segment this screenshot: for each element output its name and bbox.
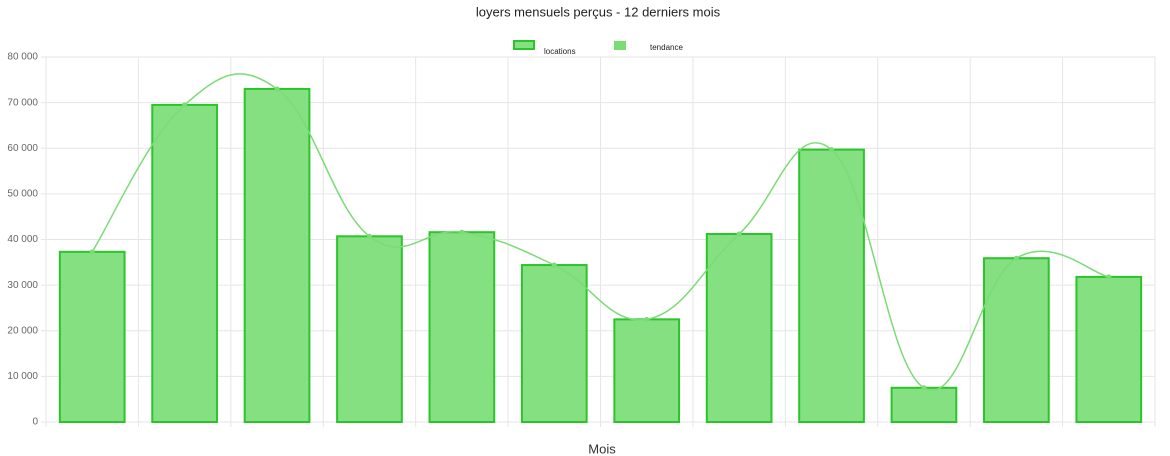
legend-swatch bbox=[614, 41, 626, 50]
legend-label: locations bbox=[544, 47, 576, 56]
bar bbox=[336, 235, 403, 423]
trend-point bbox=[829, 147, 835, 153]
bar bbox=[1075, 275, 1143, 423]
trend-line bbox=[91, 73, 1109, 391]
bar bbox=[798, 148, 865, 423]
trend-point bbox=[89, 249, 95, 255]
trend-point bbox=[551, 262, 557, 268]
y-tick-label: 40 000 bbox=[7, 234, 38, 245]
trend-point bbox=[644, 316, 650, 322]
x-axis-title: Mois bbox=[588, 441, 616, 456]
y-tick-label: 70 000 bbox=[7, 97, 38, 108]
bar bbox=[890, 386, 958, 423]
y-tick-label: 30 000 bbox=[7, 280, 38, 291]
chart-title: loyers mensuels perçus - 12 derniers moi… bbox=[476, 4, 721, 19]
trend-point bbox=[459, 229, 465, 235]
bar bbox=[705, 233, 773, 423]
y-tick-label: 50 000 bbox=[7, 189, 38, 200]
bar bbox=[520, 264, 588, 423]
legend-label: tendance bbox=[650, 43, 683, 52]
bar bbox=[428, 231, 496, 423]
y-tick-label: 10 000 bbox=[7, 371, 38, 382]
trend-point bbox=[736, 231, 742, 237]
bar bbox=[58, 250, 126, 423]
y-tick-label: 0 bbox=[32, 417, 38, 428]
y-tick-label: 20 000 bbox=[7, 325, 38, 336]
trend-point bbox=[182, 102, 188, 108]
trend-point bbox=[366, 233, 372, 239]
trend-point bbox=[274, 86, 280, 92]
trend-point bbox=[1013, 255, 1019, 261]
bar bbox=[151, 103, 218, 423]
trend-point bbox=[921, 385, 927, 391]
y-tick-label: 60 000 bbox=[7, 143, 38, 154]
bar bbox=[983, 257, 1050, 423]
trend-point bbox=[1106, 274, 1112, 280]
bar bbox=[243, 87, 311, 423]
y-tick-label: 80 000 bbox=[7, 52, 38, 63]
bar bbox=[613, 318, 681, 423]
legend-swatch bbox=[513, 40, 535, 50]
